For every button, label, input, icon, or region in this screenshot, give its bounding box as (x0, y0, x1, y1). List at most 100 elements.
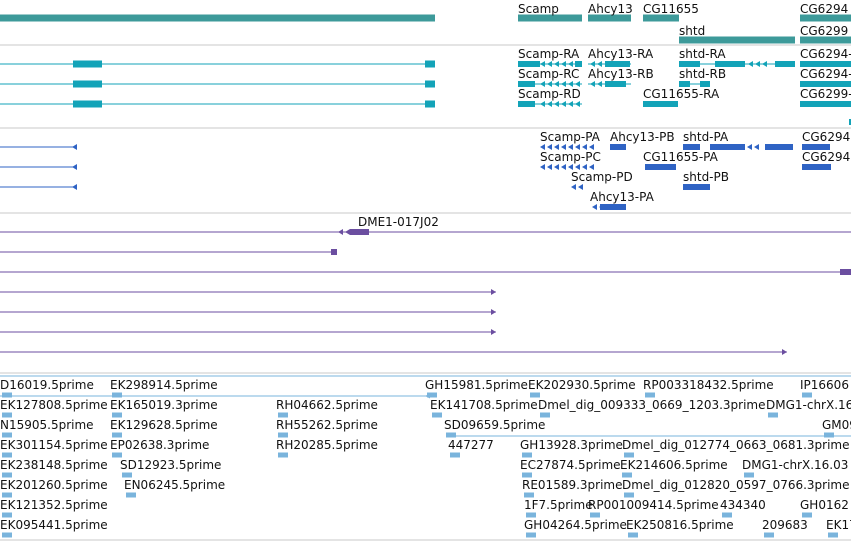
est-feature[interactable] (590, 512, 600, 518)
transcript-exon[interactable] (425, 80, 435, 88)
protein-exon[interactable] (600, 204, 626, 210)
transcript-exon[interactable] (518, 81, 535, 87)
gene-feature[interactable] (0, 14, 435, 22)
est-feature[interactable] (126, 492, 136, 498)
transcript-exon[interactable] (775, 61, 795, 67)
est-feature[interactable] (427, 392, 437, 398)
transcript-exon[interactable] (715, 61, 745, 67)
transcript-label: Scamp-RC (518, 67, 579, 81)
gene-feature[interactable] (643, 14, 679, 22)
transcript-exon[interactable] (518, 61, 540, 67)
est-label: GH0162 (800, 498, 849, 512)
est-feature[interactable] (530, 392, 540, 398)
protein-exon[interactable] (645, 164, 676, 170)
est-feature[interactable] (432, 412, 442, 418)
est-feature[interactable] (112, 412, 122, 418)
est-feature[interactable] (112, 432, 122, 438)
est-feature[interactable] (802, 512, 812, 518)
transcript-exon[interactable] (800, 101, 851, 107)
est-feature[interactable] (2, 412, 12, 418)
est-feature[interactable] (524, 492, 534, 498)
transcript-exon[interactable] (700, 81, 710, 87)
transcript-exon[interactable] (73, 60, 102, 68)
protein-label: CG11655-PA (643, 150, 719, 164)
transcript-exon[interactable] (679, 61, 700, 67)
est-feature[interactable] (764, 532, 774, 538)
protein-label: CG6294 (802, 130, 850, 144)
est-feature[interactable] (112, 392, 122, 398)
est-feature[interactable] (768, 412, 778, 418)
est-feature[interactable] (2, 432, 12, 438)
gene-feature[interactable] (679, 36, 795, 44)
transcript-exon[interactable] (643, 101, 678, 107)
est-feature[interactable] (278, 412, 288, 418)
transcript-label: CG6299- (800, 87, 851, 101)
gene-feature[interactable] (800, 14, 851, 22)
clone-block[interactable] (350, 229, 369, 235)
est-feature[interactable] (526, 532, 536, 538)
chevron-icon (554, 101, 559, 107)
chevron-icon (589, 144, 594, 150)
est-label: D16019.5prime (0, 378, 94, 392)
transcript-exon[interactable] (605, 61, 630, 67)
est-feature[interactable] (450, 452, 460, 458)
est-feature[interactable] (526, 512, 536, 518)
transcript-exon[interactable] (679, 81, 690, 87)
transcript-exon[interactable] (575, 61, 582, 67)
est-feature[interactable] (278, 452, 288, 458)
gene-label: CG6299 (800, 24, 848, 38)
protein-exon[interactable] (802, 164, 831, 170)
transcript-exon[interactable] (605, 81, 626, 87)
est-label: EK129628.5prime (110, 418, 218, 432)
est-feature[interactable] (540, 412, 550, 418)
est-feature[interactable] (645, 392, 655, 398)
est-feature[interactable] (2, 472, 12, 478)
clone-arrow-icon (782, 349, 787, 355)
est-feature[interactable] (112, 452, 122, 458)
est-label: EK250816.5prime (626, 518, 734, 532)
transcript-exon[interactable] (800, 61, 851, 67)
est-feature[interactable] (722, 512, 732, 518)
est-feature[interactable] (122, 472, 132, 478)
est-feature[interactable] (2, 452, 12, 458)
est-feature[interactable] (278, 432, 288, 438)
protein-exon[interactable] (765, 144, 793, 150)
est-feature[interactable] (522, 452, 532, 458)
est-feature[interactable] (2, 392, 12, 398)
gene-feature[interactable] (800, 36, 851, 44)
protein-exon[interactable] (610, 144, 626, 150)
transcript-exon[interactable] (73, 100, 102, 108)
gene-feature[interactable] (588, 14, 631, 22)
transcript-exon[interactable] (425, 60, 435, 68)
transcript-exon[interactable] (849, 119, 851, 125)
est-feature[interactable] (2, 532, 12, 538)
est-feature[interactable] (522, 472, 532, 478)
protein-exon[interactable] (683, 184, 710, 190)
est-feature[interactable] (744, 472, 754, 478)
protein-exon[interactable] (683, 144, 700, 150)
est-feature[interactable] (624, 492, 634, 498)
protein-exon[interactable] (802, 144, 830, 150)
protein-exon[interactable] (710, 144, 745, 150)
est-feature[interactable] (802, 392, 812, 398)
clone-block[interactable] (840, 269, 851, 275)
est-feature[interactable] (2, 512, 12, 518)
protein-label: shtd-PB (683, 170, 729, 184)
est-feature[interactable] (446, 432, 456, 438)
gene-feature[interactable] (518, 14, 582, 22)
est-feature[interactable] (828, 532, 838, 538)
transcript-exon[interactable] (425, 100, 435, 108)
chevron-icon (568, 101, 573, 107)
est-feature[interactable] (2, 492, 12, 498)
est-feature[interactable] (628, 532, 638, 538)
transcript-exon[interactable] (800, 81, 851, 87)
clone-arrow-icon (491, 329, 496, 335)
clone-block[interactable] (331, 249, 337, 255)
transcript-exon[interactable] (518, 101, 535, 107)
est-feature[interactable] (824, 432, 834, 438)
est-feature[interactable] (622, 472, 632, 478)
chevron-icon (561, 144, 566, 150)
transcript-exon[interactable] (73, 80, 102, 88)
transcript-label: Scamp-RD (518, 87, 581, 101)
est-feature[interactable] (624, 452, 634, 458)
